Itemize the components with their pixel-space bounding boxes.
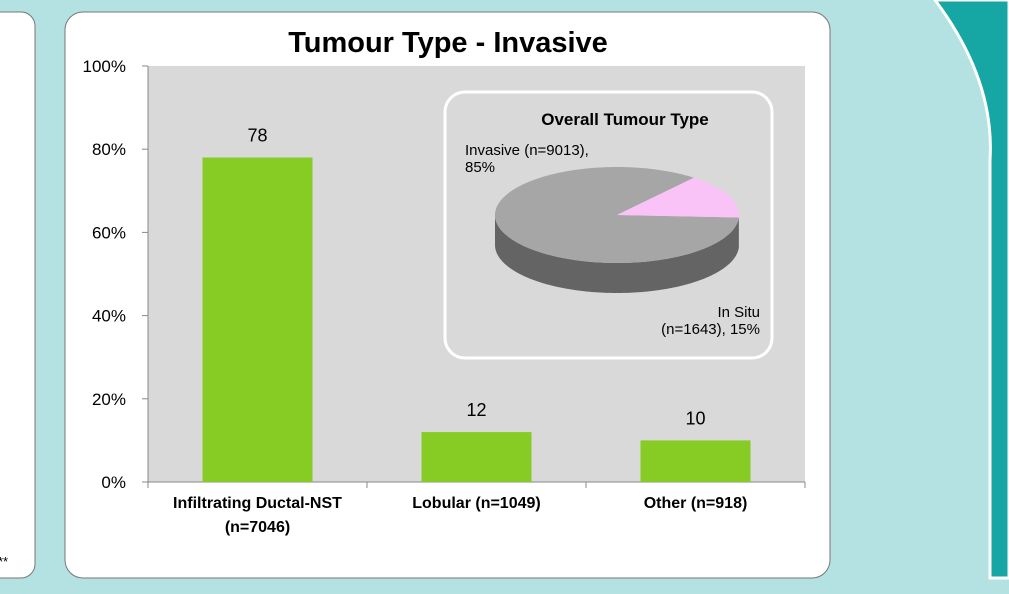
x-tick-label: Other (n=918) (643, 495, 748, 512)
y-tick-label: 20% (92, 390, 126, 409)
y-tick-label: 40% (92, 307, 126, 326)
pie-slice (495, 167, 739, 263)
decor-shape (933, 0, 1009, 580)
pie-side (495, 215, 739, 293)
x-tick-label: Lobular (n=1049) (412, 495, 541, 512)
y-tick-label: 80% (92, 140, 126, 159)
data-label: 10 (685, 408, 705, 428)
pie-label: Invasive (n=9013), 85% (465, 142, 589, 176)
data-label: 78 (247, 126, 267, 146)
inset-title: Overall Tumour Type (541, 110, 709, 129)
pie-slice (617, 177, 739, 218)
bar (202, 157, 313, 482)
y-tick-label: 0% (101, 473, 126, 492)
left-panel (0, 11, 36, 579)
bar (421, 432, 532, 482)
footnote-mark: ** (0, 554, 8, 569)
chart-title: Tumour Type - Invasive (288, 27, 608, 59)
y-tick-label: 60% (92, 223, 126, 242)
y-tick-label: 100% (83, 57, 126, 76)
data-label: 12 (466, 400, 486, 420)
pie-label: In Situ (n=1643), 15% (661, 304, 760, 338)
bar (640, 440, 751, 482)
x-tick-label: Infiltrating Ductal-NST (n=7046) (173, 495, 342, 536)
